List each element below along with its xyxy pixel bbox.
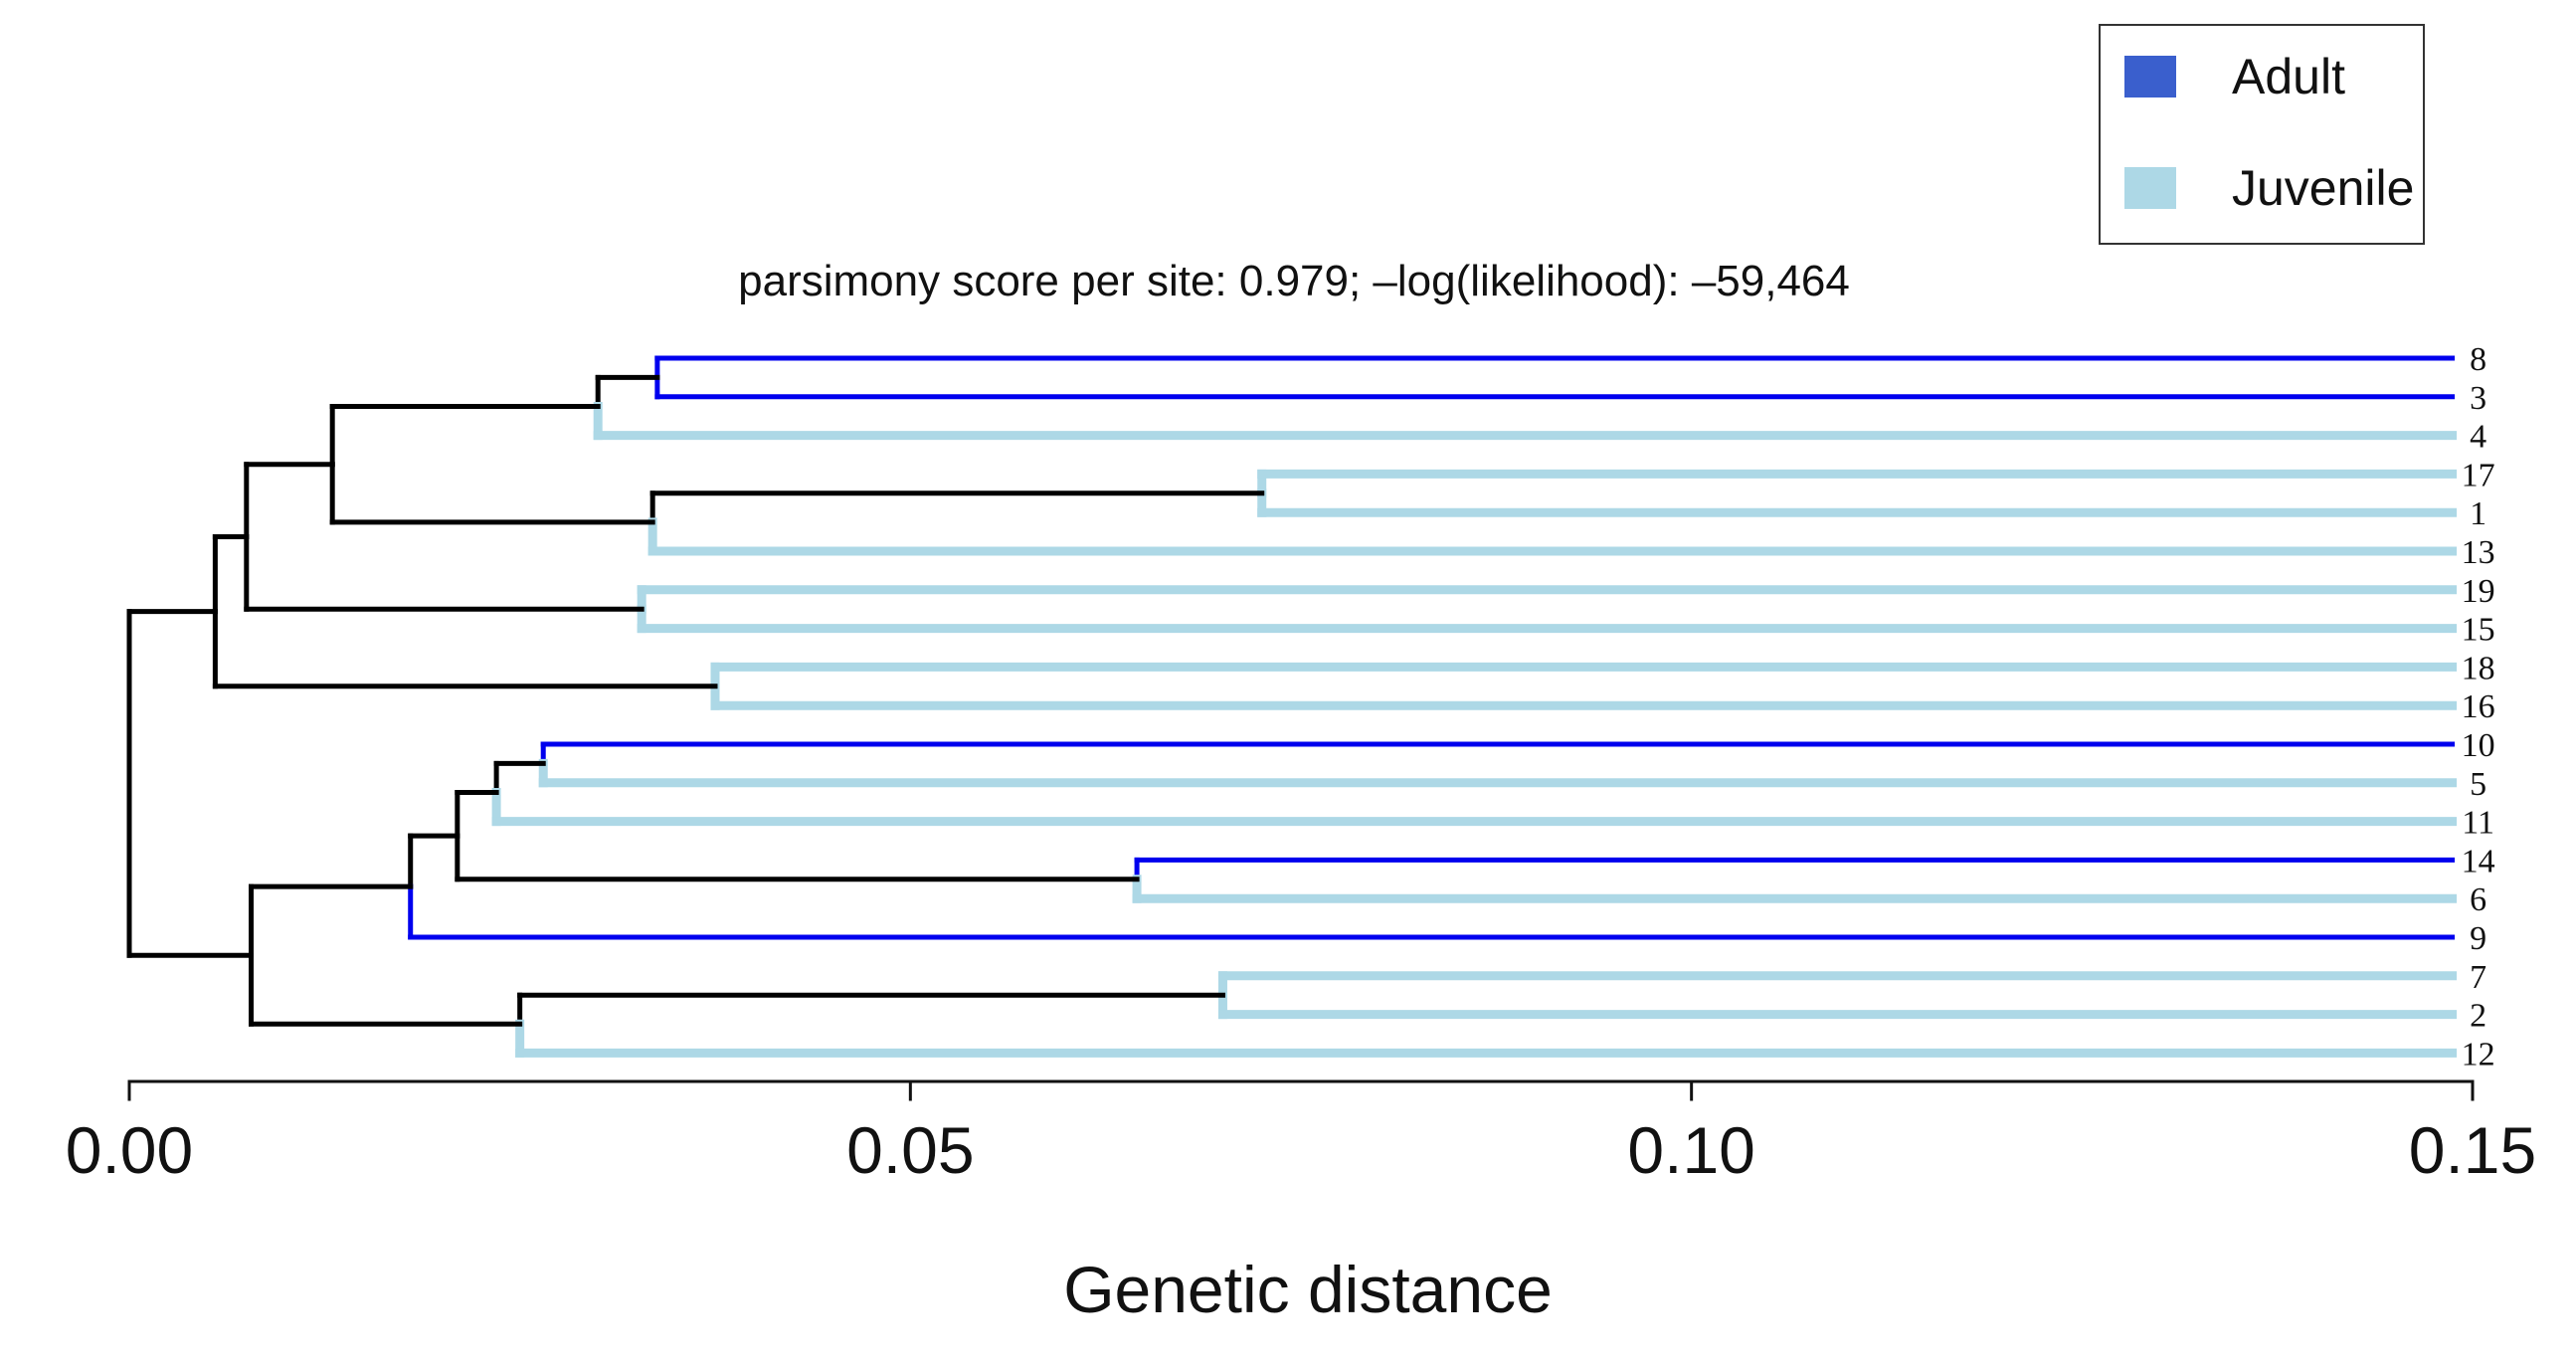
x-axis: 0.00 0.05 0.10 0.15 [66,1079,2536,1187]
leaf-label-10: 10 [2462,727,2495,764]
leaf-label-4: 4 [2470,419,2486,456]
leaf-label-17: 17 [2462,457,2495,493]
leaf-label-8: 8 [2470,341,2486,378]
x-tick-label: 0.05 [846,1113,974,1187]
legend-swatch-juvenile [2124,167,2176,209]
chart-subtitle: parsimony score per site: 0.979; –log(li… [738,257,1850,305]
leaf-label-14: 14 [2462,843,2495,879]
x-tick-label: 0.10 [1627,1113,1754,1187]
leaf-label-15: 15 [2462,612,2495,649]
leaf-label-3: 3 [2470,380,2486,417]
leaf-label-5: 5 [2470,766,2486,803]
leaf-label-18: 18 [2462,650,2495,686]
leaf-label-9: 9 [2470,920,2486,957]
x-tick-label: 0.00 [66,1113,193,1187]
leaf-label-12: 12 [2462,1036,2495,1073]
legend-item-juvenile: Juvenile [2124,160,2414,216]
legend-item-adult: Adult [2124,49,2345,104]
leaf-label-2: 2 [2470,998,2486,1035]
leaf-label-13: 13 [2462,534,2495,571]
legend-label-juvenile: Juvenile [2232,160,2415,216]
legend: Adult Juvenile [2099,24,2425,245]
leaf-label-16: 16 [2462,688,2495,725]
leaf-label-7: 7 [2470,959,2486,996]
leaf-label-6: 6 [2470,881,2486,918]
legend-label-adult: Adult [2232,49,2345,104]
x-tick-label: 0.15 [2409,1113,2536,1187]
leaf-label-19: 19 [2462,573,2495,610]
leaf-label-11: 11 [2462,805,2494,842]
x-axis-label: Genetic distance [1063,1253,1553,1326]
tree-branches [126,355,2458,1058]
legend-swatch-adult [2124,56,2176,98]
leaf-label-1: 1 [2470,495,2486,532]
